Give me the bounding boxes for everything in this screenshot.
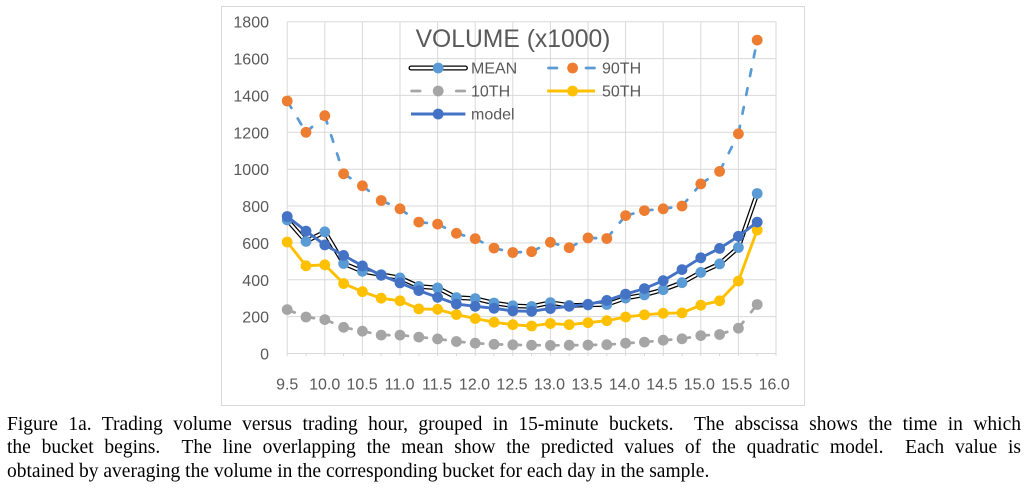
svg-text:10TH: 10TH <box>471 84 510 101</box>
svg-text:90TH: 90TH <box>602 61 641 78</box>
svg-text:model: model <box>471 107 515 124</box>
svg-text:9.5: 9.5 <box>276 376 298 393</box>
svg-text:15.0: 15.0 <box>684 376 715 393</box>
svg-text:0: 0 <box>260 347 269 364</box>
svg-text:13.5: 13.5 <box>571 376 602 393</box>
svg-text:16.0: 16.0 <box>759 376 790 393</box>
svg-text:11.0: 11.0 <box>385 376 415 393</box>
svg-text:15.5: 15.5 <box>721 376 752 393</box>
svg-text:1200: 1200 <box>233 125 269 142</box>
svg-text:MEAN: MEAN <box>471 61 517 78</box>
svg-text:50TH: 50TH <box>602 84 641 101</box>
svg-text:11.5: 11.5 <box>422 376 452 393</box>
svg-text:800: 800 <box>242 199 269 216</box>
svg-text:10.0: 10.0 <box>309 376 340 393</box>
svg-text:VOLUME (x1000): VOLUME (x1000) <box>416 26 611 53</box>
svg-text:13.0: 13.0 <box>534 376 565 393</box>
svg-text:400: 400 <box>242 273 269 290</box>
svg-text:12.5: 12.5 <box>496 376 527 393</box>
svg-text:10.5: 10.5 <box>347 376 378 393</box>
svg-text:14.5: 14.5 <box>646 376 677 393</box>
svg-text:1600: 1600 <box>233 52 269 69</box>
svg-text:600: 600 <box>242 236 269 253</box>
svg-text:200: 200 <box>242 310 269 327</box>
svg-text:12.0: 12.0 <box>459 376 490 393</box>
svg-text:1000: 1000 <box>233 162 269 179</box>
svg-text:1800: 1800 <box>233 15 269 32</box>
svg-text:14.0: 14.0 <box>609 376 640 393</box>
svg-text:1400: 1400 <box>233 88 269 105</box>
